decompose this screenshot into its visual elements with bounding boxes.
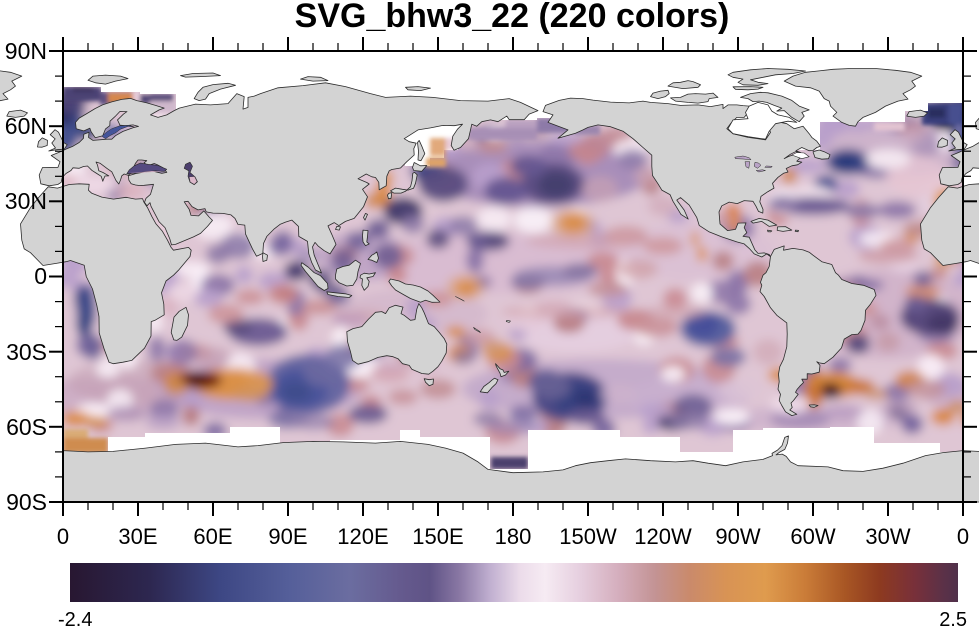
svg-text:0: 0 bbox=[34, 263, 47, 289]
svg-text:SVG_bhw3_22 (220 colors): SVG_bhw3_22 (220 colors) bbox=[295, 0, 730, 35]
svg-text:60S: 60S bbox=[6, 414, 47, 440]
svg-text:180: 180 bbox=[495, 524, 532, 549]
svg-text:60W: 60W bbox=[790, 524, 835, 549]
svg-text:2.5: 2.5 bbox=[939, 609, 967, 630]
svg-text:-2.4: -2.4 bbox=[58, 609, 92, 630]
svg-text:30N: 30N bbox=[5, 188, 47, 214]
svg-text:0: 0 bbox=[957, 524, 969, 549]
svg-text:120E: 120E bbox=[337, 524, 388, 549]
svg-text:90N: 90N bbox=[5, 38, 47, 64]
svg-text:120W: 120W bbox=[634, 524, 692, 549]
svg-text:60E: 60E bbox=[193, 524, 232, 549]
svg-text:30S: 30S bbox=[6, 339, 47, 365]
svg-text:0: 0 bbox=[57, 524, 69, 549]
svg-text:150E: 150E bbox=[412, 524, 463, 549]
svg-text:30E: 30E bbox=[118, 524, 157, 549]
svg-text:90S: 90S bbox=[6, 489, 47, 515]
svg-text:30W: 30W bbox=[865, 524, 910, 549]
svg-text:150W: 150W bbox=[559, 524, 617, 549]
svg-text:90W: 90W bbox=[715, 524, 760, 549]
svg-text:60N: 60N bbox=[5, 113, 47, 139]
svg-text:90E: 90E bbox=[268, 524, 307, 549]
